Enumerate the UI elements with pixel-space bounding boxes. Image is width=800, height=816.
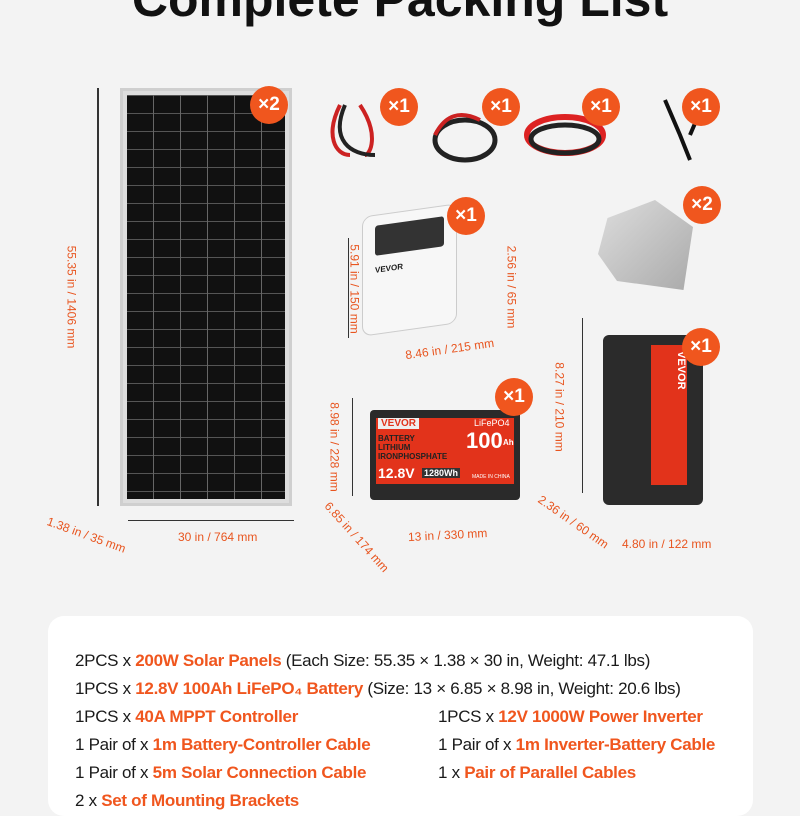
inverter-width-label: 4.80 in / 122 mm <box>622 537 712 551</box>
item-name: Pair of Parallel Cables <box>464 763 636 782</box>
packing-list-item: 2 x Set of Mounting Brackets <box>75 791 299 811</box>
item-name: 40A MPPT Controller <box>135 707 299 726</box>
solar-panel-image <box>120 88 292 506</box>
controller-qty-badge: ×1 <box>447 197 485 235</box>
battery-height-label: 8.98 in / 228 mm <box>327 402 342 492</box>
packing-list-item: 1 Pair of x 1m Battery-Controller Cable <box>75 735 371 755</box>
inverter-image: VEVOR <box>603 335 703 505</box>
item-name: 12.8V 100Ah LiFePO₄ Battery <box>135 679 363 698</box>
dim-line <box>97 88 99 506</box>
battery-type: BATTERY LITHIUM IRONPHOSPHATE <box>378 434 448 461</box>
item-qty: 1PCS x <box>438 707 499 726</box>
cables-image <box>330 99 707 163</box>
cable2-qty-badge: ×1 <box>482 88 520 126</box>
cable3-qty-badge: ×1 <box>582 88 620 126</box>
page-title: Complete Packing List <box>0 0 800 28</box>
panel-width-label: 30 in / 764 mm <box>178 530 258 544</box>
controller-depth-label: 2.56 in / 65 mm <box>504 245 519 329</box>
item-name: 200W Solar Panels <box>135 651 282 670</box>
battery-wh: 1280Wh <box>422 468 461 478</box>
panel-depth-label: 1.38 in / 35 mm <box>45 514 128 556</box>
controller-height-label: 5.91 in / 150 mm <box>347 244 362 334</box>
inverter-brand: VEVOR <box>651 345 687 485</box>
panel-qty-badge: ×2 <box>250 86 288 124</box>
item-name: 1m Battery-Controller Cable <box>152 735 371 754</box>
item-qty: 1PCS x <box>75 707 136 726</box>
battery-brand: VEVOR <box>378 418 420 429</box>
cable4-qty-badge: ×1 <box>682 88 720 126</box>
battery-chem: LiFePO4 <box>474 418 510 428</box>
item-qty: 1 Pair of x <box>75 735 153 754</box>
packing-list-item: 1PCS x 40A MPPT Controller <box>75 707 298 727</box>
battery-depth-label: 6.85 in / 174 mm <box>321 499 392 575</box>
cable1-qty-badge: ×1 <box>380 88 418 126</box>
battery-origin: MADE IN CHINA <box>472 474 510 480</box>
brackets-qty-badge: ×2 <box>683 186 721 224</box>
battery-voltage: 12.8V <box>378 465 415 481</box>
packing-list-item: 1PCS x 12.8V 100Ah LiFePO₄ Battery (Size… <box>75 679 681 699</box>
inverter-height-label: 8.27 in / 210 mm <box>552 362 567 452</box>
battery-qty-badge: ×1 <box>495 378 533 416</box>
inverter-depth-label: 2.36 in / 60 mm <box>535 492 612 552</box>
controller-brand: VEVOR <box>375 261 404 275</box>
item-qty: 1 x <box>438 763 465 782</box>
dim-line <box>352 398 353 496</box>
item-details: (Each Size: 55.35 × 1.38 × 30 in, Weight… <box>281 651 651 670</box>
dim-line <box>348 238 349 338</box>
battery-capacity: 100 <box>466 428 503 453</box>
mounting-brackets-image <box>598 200 693 290</box>
battery-unit: Ah <box>503 438 514 447</box>
packing-list-item: 1 Pair of x 1m Inverter-Battery Cable <box>438 735 715 755</box>
battery-width-label: 13 in / 330 mm <box>407 525 488 545</box>
item-name: 1m Inverter-Battery Cable <box>515 735 716 754</box>
packing-list-item: 2PCS x 200W Solar Panels (Each Size: 55.… <box>75 651 650 671</box>
packing-list-card <box>48 616 753 816</box>
packing-list-item: 1 x Pair of Parallel Cables <box>438 763 636 783</box>
inverter-qty-badge: ×1 <box>682 328 720 366</box>
dim-line <box>582 318 583 493</box>
battery-image: VEVOR LiFePO4 BATTERY LITHIUM IRONPHOSPHAT… <box>370 410 520 500</box>
controller-width-label: 8.46 in / 215 mm <box>404 335 495 363</box>
item-details: (Size: 13 × 6.85 × 8.98 in, Weight: 20.6… <box>362 679 681 698</box>
item-name: 12V 1000W Power Inverter <box>498 707 703 726</box>
mppt-controller-image: VEVOR <box>362 203 457 337</box>
packing-list-item: 1 Pair of x 5m Solar Connection Cable <box>75 763 367 783</box>
dim-line <box>128 520 294 521</box>
item-qty: 1 Pair of x <box>75 763 153 782</box>
packing-list-item: 1PCS x 12V 1000W Power Inverter <box>438 707 703 727</box>
item-name: 5m Solar Connection Cable <box>152 763 367 782</box>
panel-height-label: 55.35 in / 1406 mm <box>64 245 79 349</box>
item-qty: 1PCS x <box>75 679 136 698</box>
item-qty: 2 x <box>75 791 102 810</box>
item-name: Set of Mounting Brackets <box>101 791 299 810</box>
item-qty: 1 Pair of x <box>438 735 516 754</box>
item-qty: 2PCS x <box>75 651 136 670</box>
